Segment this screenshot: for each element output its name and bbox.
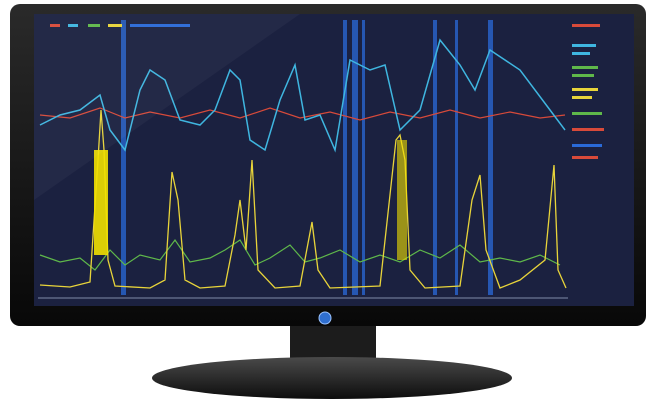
legend-swatch xyxy=(572,44,596,47)
legend-swatch xyxy=(572,128,604,131)
green-trace xyxy=(39,238,561,271)
yellow-burst xyxy=(397,140,407,260)
legend-swatch xyxy=(572,88,598,91)
screen-content xyxy=(38,20,604,299)
legend-swatch xyxy=(572,24,600,27)
legend-swatch xyxy=(50,24,60,27)
legend-swatch xyxy=(572,74,594,77)
yellow-trace xyxy=(39,109,567,289)
event-bars xyxy=(121,20,493,295)
event-bar xyxy=(455,20,458,295)
cyan-trace xyxy=(39,38,566,153)
legend-swatch xyxy=(572,156,598,159)
legend-swatch xyxy=(572,96,592,99)
legend-swatch xyxy=(68,24,78,27)
glare xyxy=(34,14,300,200)
event-bar xyxy=(343,20,347,295)
power-button xyxy=(318,311,332,325)
legend-swatch xyxy=(572,52,590,55)
legend-swatch xyxy=(108,24,122,27)
side-legend xyxy=(572,24,604,159)
event-bar xyxy=(488,20,493,295)
legend-swatch xyxy=(572,112,602,115)
top-legend xyxy=(50,24,190,27)
stand-neck xyxy=(290,322,376,362)
legend-swatch xyxy=(572,144,602,147)
event-bar xyxy=(352,20,358,295)
event-bar xyxy=(433,20,437,295)
stand-base xyxy=(152,357,512,399)
legend-swatch xyxy=(572,66,598,69)
legend-swatch xyxy=(130,24,190,27)
event-bar xyxy=(121,20,126,295)
red-trace xyxy=(39,107,566,121)
yellow-burst xyxy=(94,150,108,255)
event-bar xyxy=(362,20,365,295)
legend-swatch xyxy=(88,24,100,27)
